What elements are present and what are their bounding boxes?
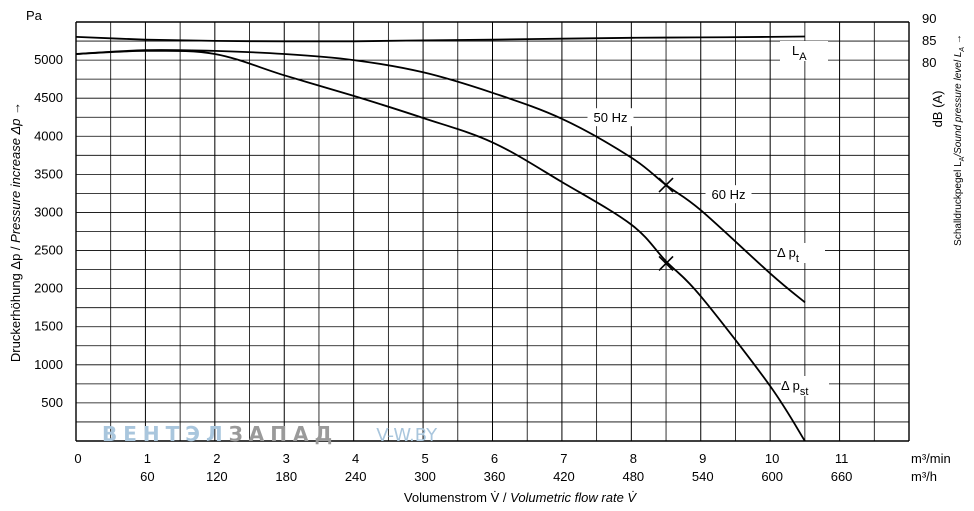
y-tick-label: 500 [41, 395, 63, 410]
y-tick-label: 4500 [34, 90, 63, 105]
x-tick-label-secondary: 240 [345, 469, 367, 484]
annotation-background [587, 108, 634, 127]
y-tick-label: 2500 [34, 243, 63, 258]
chart-markers [658, 177, 674, 272]
y-tick-label: 3000 [34, 204, 63, 219]
y2-tick-label: 80 [922, 55, 936, 70]
x-tick-label-primary: 4 [352, 451, 359, 466]
curve-sound-level [75, 35, 805, 43]
chart-curves [75, 35, 806, 442]
frequency-marker [658, 177, 674, 193]
x-tick-label-primary: 8 [630, 451, 637, 466]
x-tick-label-secondary: 420 [553, 469, 575, 484]
x-tick-label-primary: 3 [283, 451, 290, 466]
x-tick-label-secondary: 60 [140, 469, 154, 484]
series-label-background [777, 243, 825, 263]
y-tick-label: 1500 [34, 319, 63, 334]
x-tick-label-primary: 0 [74, 451, 81, 466]
y2-unit-label: dB (A) [930, 91, 945, 128]
annotation-background [705, 185, 752, 204]
x-tick-label-primary: 10 [765, 451, 779, 466]
x-tick-label-secondary: 300 [414, 469, 436, 484]
x-tick-label-primary: 1 [144, 451, 151, 466]
x-unit-secondary: m³/h [911, 469, 937, 484]
y-tick-label: 2000 [34, 281, 63, 296]
x-tick-label-secondary: 660 [831, 469, 853, 484]
x-tick-label-primary: 5 [421, 451, 428, 466]
y-tick-label: 3500 [34, 166, 63, 181]
sound-level-label: LA [792, 43, 807, 63]
x-tick-label-secondary: 480 [622, 469, 644, 484]
frequency-marker [658, 255, 674, 272]
y2-tick-label: 85 [922, 33, 936, 48]
curve-total-pressure [75, 49, 806, 303]
frequency-label: 60 Hz [712, 187, 746, 202]
x-tick-label-primary: 9 [699, 451, 706, 466]
y2-axis-title: Schalldruckpegel LA/Sound pressure level… [953, 34, 966, 246]
y-unit-label: Pa [26, 8, 43, 23]
x-tick-label-secondary: 180 [275, 469, 297, 484]
y-axis-title: Druckerhöhung Δp / Pressure increase Δp … [8, 102, 23, 362]
x-tick-label-secondary: 120 [206, 469, 228, 484]
series-label-background [780, 41, 828, 61]
y-tick-label: 4000 [34, 128, 63, 143]
x-tick-label-primary: 2 [213, 451, 220, 466]
frequency-label: 50 Hz [594, 110, 628, 125]
chart-grid [75, 21, 910, 442]
x-tick-label-primary: 11 [835, 451, 849, 466]
watermark: ВЕНТЭЛЗАПАД V-W.BY [102, 422, 438, 446]
static-pressure-label: Δ pst [781, 378, 808, 398]
x-tick-label-primary: 6 [491, 451, 498, 466]
y-tick-label: 1000 [34, 357, 63, 372]
curve-static-pressure [75, 49, 806, 442]
x-axis-title: Volumenstrom V̇ / Volumetric flow rate V… [404, 490, 637, 505]
x-tick-label-secondary: 360 [484, 469, 506, 484]
x-tick-label-secondary: 600 [761, 469, 783, 484]
x-tick-label-primary: 7 [560, 451, 567, 466]
x-unit-primary: m³/min [911, 451, 951, 466]
series-label-background [781, 376, 829, 396]
y-tick-label: 5000 [34, 52, 63, 67]
total-pressure-label: Δ pt [777, 245, 799, 265]
y2-tick-label: 90 [922, 11, 936, 26]
x-tick-label-secondary: 540 [692, 469, 714, 484]
